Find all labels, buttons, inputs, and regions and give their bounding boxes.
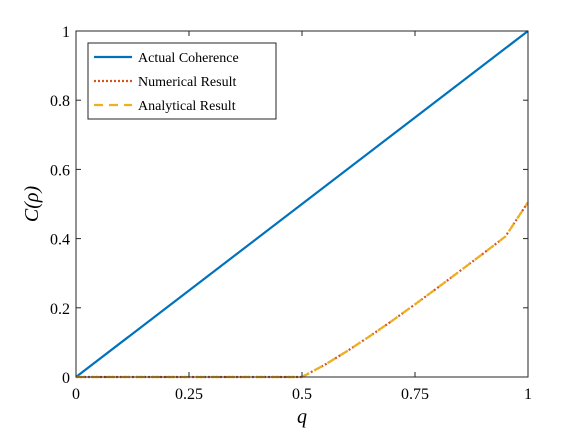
x-tick-label: 0 xyxy=(72,386,80,403)
series-lines xyxy=(75,30,529,379)
y-tick-label: 0.8 xyxy=(50,93,70,110)
x-tick-label: 0.25 xyxy=(175,386,203,403)
series-line-2 xyxy=(76,201,529,379)
y-axis-ticks: 0 0.2 0.4 0.6 0.8 1 xyxy=(50,24,528,387)
x-axis-ticks: 0 0.25 0.5 0.75 1 xyxy=(72,31,532,403)
x-tick-label: 0.5 xyxy=(292,386,312,403)
y-tick-label: 0.2 xyxy=(50,301,70,318)
y-tick-label: 1 xyxy=(62,24,70,41)
y-axis-label: C(ρ) xyxy=(21,186,43,223)
series-line-1 xyxy=(76,201,529,379)
x-tick-label: 1 xyxy=(524,386,532,403)
legend: Actual Coherence Numerical Result Analytic… xyxy=(87,42,277,120)
y-tick-label: 0 xyxy=(62,370,70,387)
y-tick-label: 0.6 xyxy=(50,162,70,179)
y-tick-label: 0.4 xyxy=(50,232,70,249)
legend-label-1: Numerical Result xyxy=(138,75,236,90)
legend-label-2: Analytical Result xyxy=(138,99,236,114)
x-tick-label: 0.75 xyxy=(401,386,429,403)
x-axis-label: q xyxy=(297,406,307,428)
legend-label-0: Actual Coherence xyxy=(138,51,239,66)
series-line-0 xyxy=(75,30,529,378)
